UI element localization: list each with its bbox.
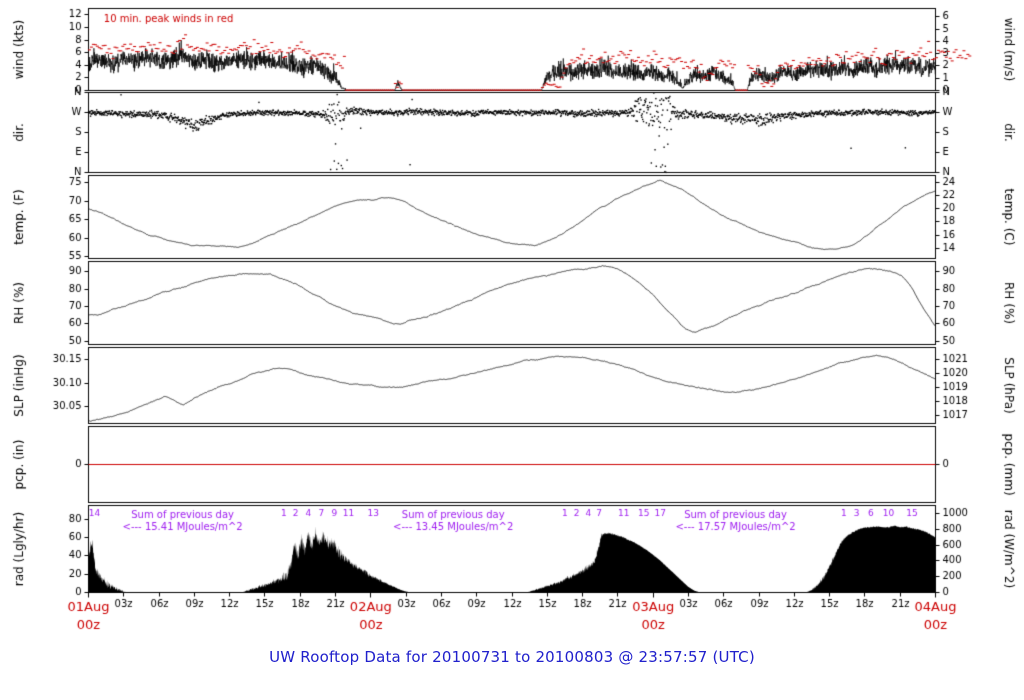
multipanel-weather-chart [0, 0, 1024, 645]
plot-title: UW Rooftop Data for 20100731 to 20100803… [269, 648, 755, 666]
